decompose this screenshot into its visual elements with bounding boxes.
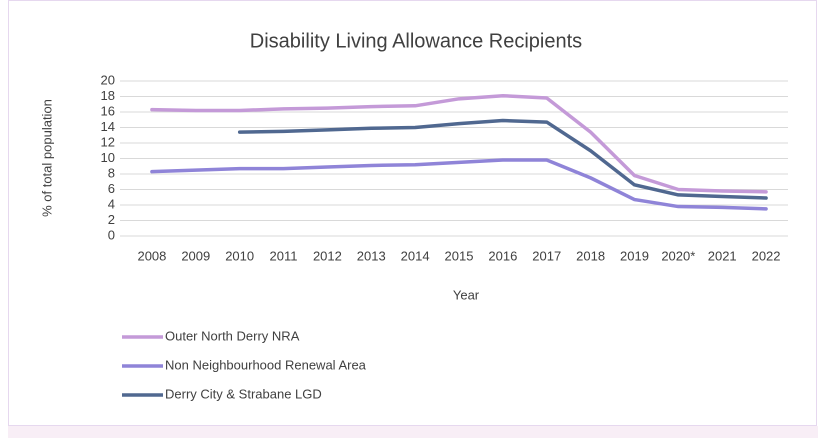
- y-tick-label: 14: [101, 119, 115, 134]
- legend-label: Non Neighbourhood Renewal Area: [165, 357, 367, 372]
- x-tick-label: 2015: [445, 248, 474, 263]
- x-tick-label: 2013: [357, 248, 386, 263]
- y-tick-label: 16: [101, 103, 115, 118]
- y-tick-label: 6: [108, 181, 115, 196]
- series-line: [150, 158, 768, 211]
- y-tick-label: 12: [101, 134, 115, 149]
- chart-title: Disability Living Allowance Recipients: [250, 30, 582, 52]
- y-tick-label: 18: [101, 88, 115, 103]
- y-tick-label: 10: [101, 150, 115, 165]
- x-tick-label: 2019: [620, 248, 649, 263]
- x-tick-label: 2009: [181, 248, 210, 263]
- x-tick-label: 2016: [488, 248, 517, 263]
- x-tick-label: 2020*: [661, 248, 695, 263]
- x-tick-label: 2010: [225, 248, 254, 263]
- y-tick-label: 8: [108, 165, 115, 180]
- legend-label: Outer North Derry NRA: [165, 328, 300, 343]
- y-tick-label: 0: [108, 227, 115, 242]
- x-tick-label: 2017: [532, 248, 561, 263]
- legend-label: Derry City & Strabane LGD: [165, 386, 322, 401]
- y-tick-label: 2: [108, 212, 115, 227]
- x-tick-label: 2008: [137, 248, 166, 263]
- x-tick-label: 2022: [752, 248, 781, 263]
- y-tick-label: 4: [108, 196, 115, 211]
- x-axis-label: Year: [453, 287, 480, 302]
- series-line: [150, 93, 768, 194]
- x-tick-label: 2012: [313, 248, 342, 263]
- y-axis-label: % of total population: [39, 99, 54, 217]
- x-tick-label: 2018: [576, 248, 605, 263]
- bottom-strip: [8, 426, 818, 438]
- series-line: [237, 118, 768, 200]
- x-tick-label: 2011: [270, 248, 298, 263]
- chart-frame: [8, 0, 817, 426]
- y-tick-label: 20: [101, 72, 115, 87]
- x-tick-label: 2014: [401, 248, 430, 263]
- x-tick-label: 2021: [708, 248, 737, 263]
